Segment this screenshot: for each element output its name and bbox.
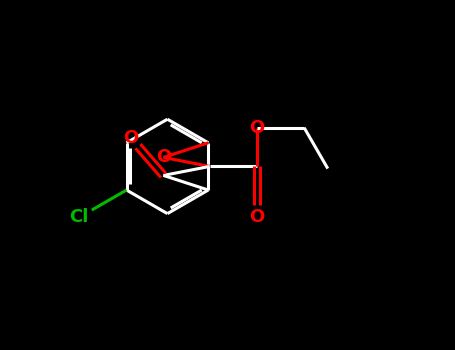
Text: Cl: Cl: [69, 208, 88, 225]
Text: O: O: [123, 129, 138, 147]
Text: O: O: [249, 119, 264, 137]
Text: O: O: [249, 208, 264, 226]
Text: O: O: [156, 148, 171, 166]
